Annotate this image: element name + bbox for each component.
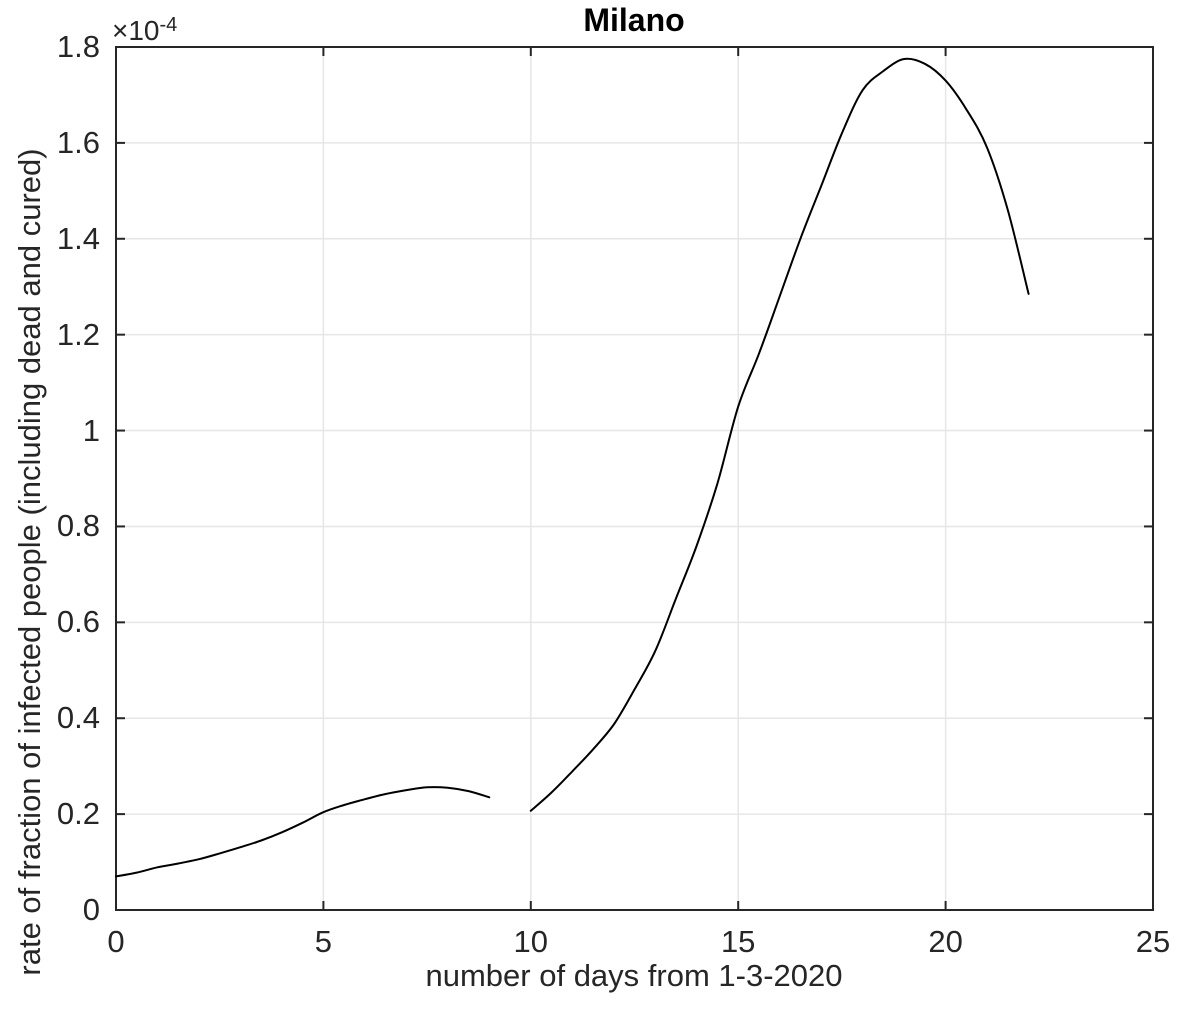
chart-title: Milano xyxy=(583,2,685,38)
x-axis-label: number of days from 1-3-2020 xyxy=(425,958,843,993)
data-line-curve-days-0-9 xyxy=(115,786,491,878)
y-tick-label: 0.4 xyxy=(56,700,100,736)
data-line-curve-days-10-22 xyxy=(529,57,1030,812)
y-tick-label: 1.2 xyxy=(56,316,100,352)
y-tick-label: 0.6 xyxy=(56,604,100,640)
x-tick-label: 5 xyxy=(314,924,333,959)
x-tick-label: 0 xyxy=(107,924,125,959)
y-tick-label: 1.8 xyxy=(56,29,100,64)
y-tick-label: 1.6 xyxy=(56,124,100,160)
x-tick-label: 20 xyxy=(928,924,963,959)
y-tick-label: 0 xyxy=(82,892,100,927)
y-axis-multiplier: ×10-4 xyxy=(112,14,177,47)
y-axis-multiplier-exponent: -4 xyxy=(159,14,178,36)
x-tick-label: 25 xyxy=(1135,924,1171,959)
y-tick-label: 1.4 xyxy=(56,220,100,256)
y-tick-label: 0.2 xyxy=(56,796,100,832)
axes-box xyxy=(115,46,1154,911)
y-tick-label: 1 xyxy=(82,412,100,448)
y-axis-multiplier-prefix: ×10 xyxy=(112,15,160,46)
x-tick-label: 15 xyxy=(720,924,756,959)
y-tick-label: 0.8 xyxy=(56,508,100,544)
x-tick-label: 10 xyxy=(513,924,549,959)
